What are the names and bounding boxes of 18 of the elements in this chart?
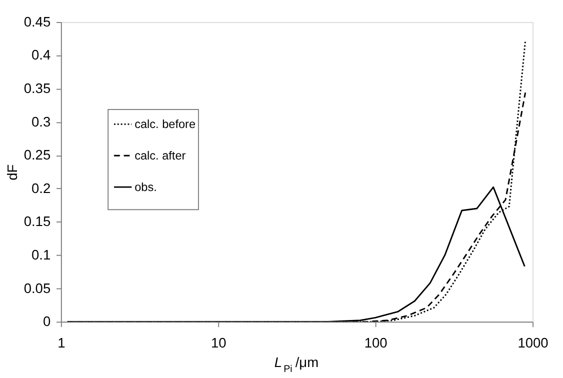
y-tick-label: 0 xyxy=(42,314,51,330)
y-tick-label: 0.25 xyxy=(24,148,51,163)
legend-label: calc. after xyxy=(134,150,186,163)
legend-label: calc. before xyxy=(134,118,196,132)
y-tick-label: 0.35 xyxy=(24,81,51,96)
y-tick-label: 0.45 xyxy=(24,14,51,30)
x-tick-label: 1000 xyxy=(518,336,549,351)
x-tick-label: 10 xyxy=(210,336,227,351)
y-tick-label: 0.4 xyxy=(31,48,51,63)
y-tick-label: 0.2 xyxy=(31,180,51,196)
legend-label: obs. xyxy=(134,181,157,194)
y-axis-title: dF xyxy=(4,164,20,180)
y-tick-label: 0.15 xyxy=(24,214,51,230)
y-tick-label: 0.3 xyxy=(31,114,51,130)
x-tick-label: 1 xyxy=(58,336,66,351)
x-tick-label: 100 xyxy=(364,336,388,351)
y-tick-label: 0.1 xyxy=(31,248,51,263)
y-tick-label: 0.05 xyxy=(24,280,51,296)
